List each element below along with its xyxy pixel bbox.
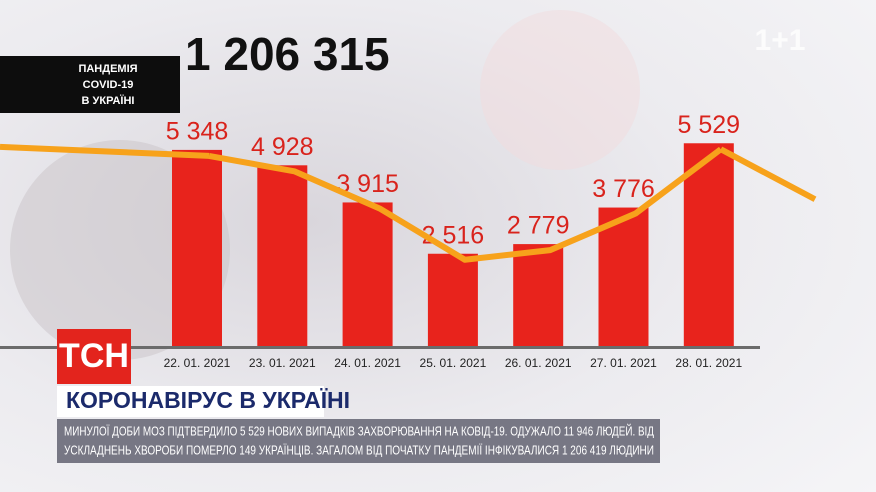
- bar: [342, 202, 393, 346]
- bar: [257, 165, 308, 346]
- value-label: 5 529: [678, 111, 741, 139]
- trend-line: [208, 146, 723, 263]
- value-label: 4 928: [251, 133, 314, 161]
- x-tick-label: 27. 01. 2021: [590, 356, 657, 370]
- badge-line: COVID-19: [83, 79, 134, 91]
- x-tick-label: 28. 01. 2021: [675, 356, 742, 370]
- bar: [683, 143, 734, 346]
- banner: КОРОНАВІРУС В УКРАЇНІ: [66, 387, 350, 413]
- ticker-line: УСКЛАДНЕНЬ ХВОРОБИ ПОМЕРЛО 149 УКРАЇНЦІВ…: [64, 443, 654, 457]
- x-tick-label: 24. 01. 2021: [334, 356, 401, 370]
- value-label: 5 348: [166, 118, 229, 146]
- x-tick-label: 22. 01. 2021: [164, 356, 231, 370]
- trend-line-end: [719, 146, 817, 202]
- banner-box: [57, 386, 324, 417]
- ticker-box: [57, 419, 660, 463]
- badge-line: ПАНДЕМІЯ: [78, 63, 137, 75]
- channel-logo: 1+1: [755, 24, 806, 57]
- bar: [598, 207, 649, 346]
- x-tick-label: 26. 01. 2021: [505, 356, 572, 370]
- bar: [172, 149, 222, 346]
- ticker-line: МИНУЛОЇ ДОБИ МОЗ ПІДТВЕРДИЛО 5 529 НОВИХ…: [64, 423, 654, 438]
- baseline: [0, 346, 760, 349]
- x-tick-label: 23. 01. 2021: [249, 356, 316, 370]
- badge: [0, 56, 180, 113]
- trend-line-end: [0, 143, 210, 159]
- logo: ТСН: [59, 337, 129, 375]
- headline: 1 206 315: [185, 28, 390, 80]
- bar: [427, 253, 478, 346]
- x-tick-label: 25. 01. 2021: [420, 356, 487, 370]
- badge-line: В УКРАЇНІ: [82, 94, 135, 107]
- logo-box: [57, 329, 131, 384]
- virus-blur: [480, 10, 640, 170]
- bar: [513, 244, 564, 346]
- value-label: 2 516: [422, 221, 485, 249]
- value-label: 2 779: [507, 212, 570, 240]
- value-label: 3 776: [592, 175, 655, 203]
